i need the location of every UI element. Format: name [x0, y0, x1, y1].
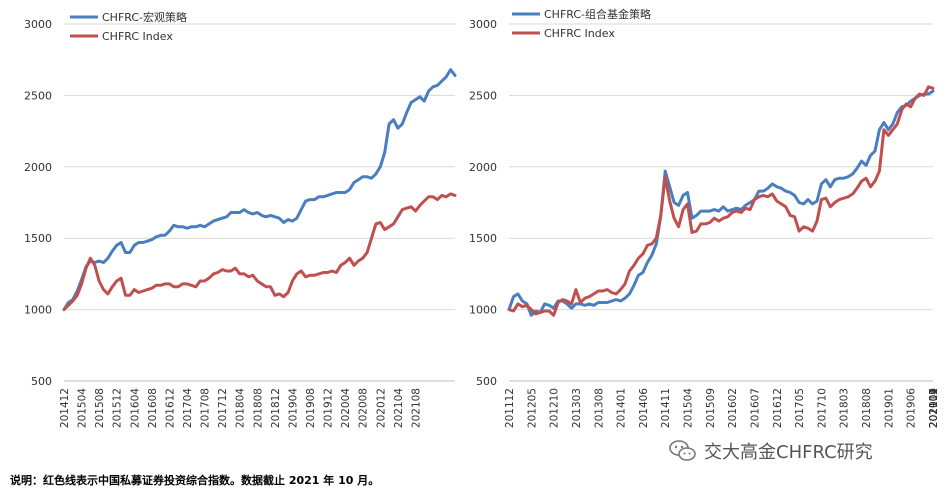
x-tick-label: 201812	[270, 388, 282, 428]
x-tick-label: 201710	[816, 388, 828, 428]
x-tick-label: 202009	[928, 388, 940, 428]
y-tick-label: 2000	[24, 161, 52, 174]
watermark: 交大高金CHFRC研究	[668, 438, 873, 464]
series-line-1	[62, 68, 457, 312]
x-tick-label: 202107	[928, 388, 940, 428]
legend-label: CHFRC-组合基金策略	[544, 7, 651, 21]
y-tick-label: 3000	[24, 18, 52, 31]
wechat-icon	[669, 440, 696, 461]
x-tick-label: 201602	[727, 388, 739, 428]
x-tick-label: 201803	[839, 388, 851, 428]
x-tick-label: 201112	[504, 388, 516, 428]
x-tick-label: 201804	[235, 388, 247, 428]
y-tick-label: 2000	[469, 161, 497, 174]
x-tick-label: 202004	[340, 388, 352, 428]
series-line-1	[507, 89, 935, 317]
x-tick-label: 201303	[571, 388, 583, 428]
x-tick-label: 201608	[147, 388, 159, 428]
x-tick-label: 202004	[928, 388, 940, 428]
chart-caption: 说明：红色线表示中国私募证券投资综合指数。数据截止 2021 年 10 月。	[10, 474, 380, 487]
x-tick-label: 202102	[928, 388, 940, 428]
series-line-2	[62, 192, 457, 312]
x-tick-label: 201712	[217, 388, 229, 428]
x-tick-label: 201904	[287, 388, 299, 428]
x-tick-label: 201508	[94, 388, 106, 428]
y-tick-label: 500	[31, 375, 52, 388]
x-tick-label: 201504	[683, 388, 695, 428]
x-tick-label: 201705	[794, 388, 806, 428]
legend-label: CHFRC Index	[102, 30, 173, 43]
x-tick-label: 201912	[323, 388, 335, 428]
x-tick-label: 201406	[638, 388, 650, 428]
x-tick-label: 201612	[164, 388, 176, 428]
chart-panel-1: 500 1000 1500 2000 2500 3000 201412 201504 20150…	[24, 10, 457, 428]
x-tick-label: 201901	[883, 388, 895, 428]
y-tick-label: 500	[476, 375, 497, 388]
y-tick-label: 1000	[469, 304, 497, 317]
x-tick-label: 201509	[705, 388, 717, 428]
x-tick-label: 202012	[375, 388, 387, 428]
y-tick-label: 2500	[24, 89, 52, 102]
chart-panel-2: 500 1000 1500 2000 2500 3000 201112 201205 20121…	[469, 7, 940, 428]
x-tick-label: 201205	[526, 388, 538, 428]
x-tick-label: 201808	[252, 388, 264, 428]
x-tick-label: 201607	[749, 388, 761, 428]
legend-label: CHFRC-宏观策略	[102, 10, 187, 24]
y-tick-label: 3000	[469, 18, 497, 31]
x-tick-label: 202104	[393, 388, 405, 428]
y-tick-label: 1500	[469, 232, 497, 245]
x-tick-label: 202108	[410, 388, 422, 428]
x-tick-label: 201401	[616, 388, 628, 428]
x-tick-label: 201612	[772, 388, 784, 428]
x-tick-label: 201411	[660, 388, 672, 428]
x-tick-label: 201708	[200, 388, 212, 428]
x-tick-label: 201412	[59, 388, 71, 428]
y-tick-label: 1000	[24, 304, 52, 317]
x-tick-label: 201906	[906, 388, 918, 428]
x-tick-label: 201604	[129, 388, 141, 428]
x-tick-label: 201210	[549, 388, 561, 428]
x-tick-label: 201704	[182, 388, 194, 428]
x-tick-label: 201512	[112, 388, 124, 428]
x-tick-label: 201308	[593, 388, 605, 428]
series-line-2	[507, 85, 935, 317]
x-tick-label: 201908	[305, 388, 317, 428]
watermark-text: 交大高金CHFRC研究	[704, 442, 873, 463]
y-tick-label: 1500	[24, 232, 52, 245]
x-tick-label: 201808	[861, 388, 873, 428]
x-tick-label: 202008	[358, 388, 370, 428]
x-tick-label: 201504	[77, 388, 89, 428]
legend-label: CHFRC Index	[544, 27, 615, 40]
x-tick-label: 201911	[928, 388, 940, 428]
y-tick-label: 2500	[469, 89, 497, 102]
